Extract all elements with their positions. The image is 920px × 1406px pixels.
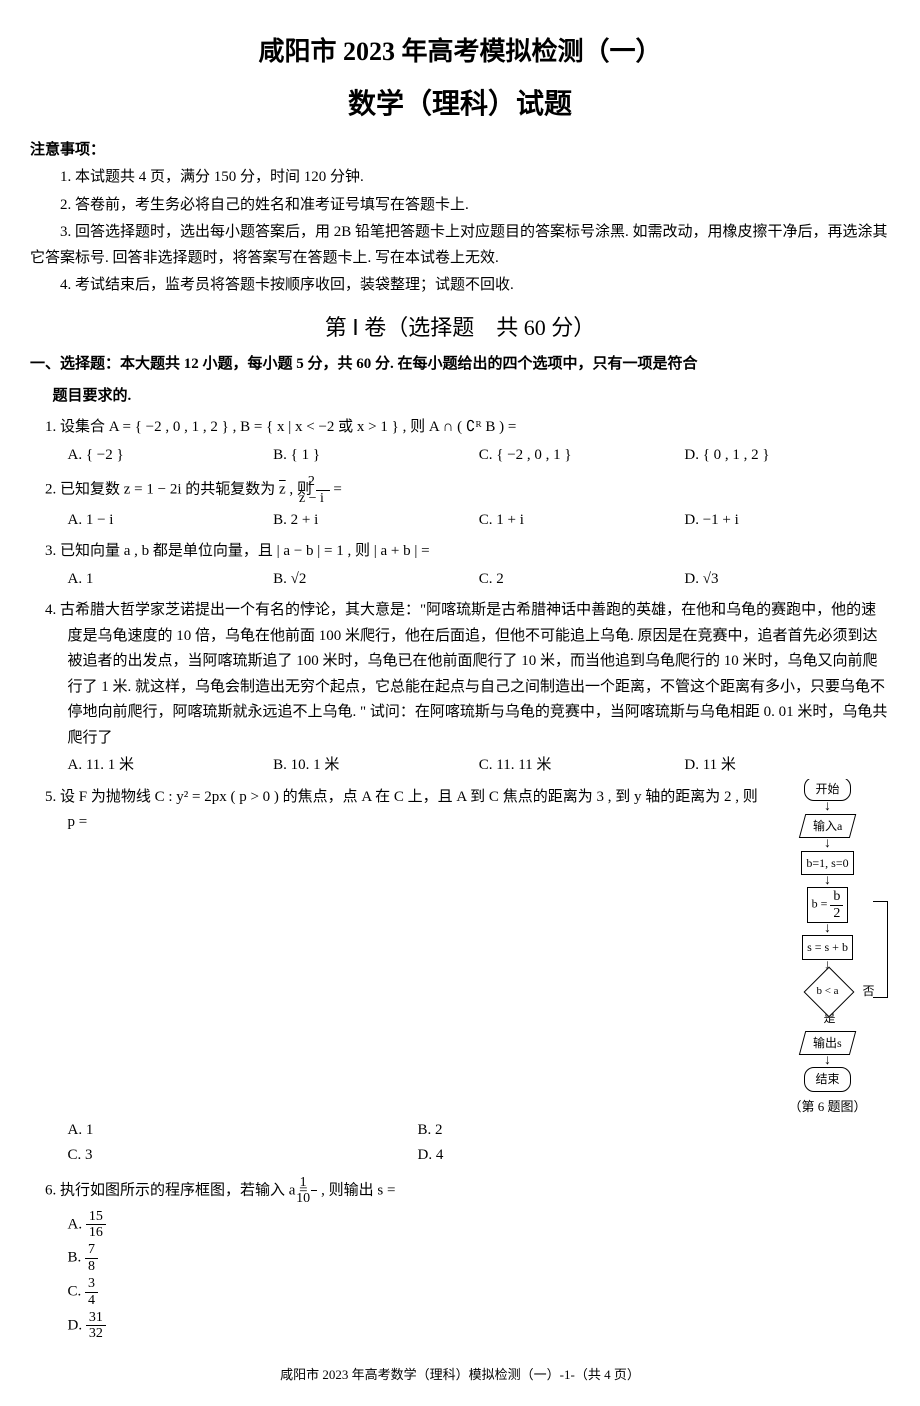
- q6-b-pre: B.: [68, 1250, 86, 1266]
- fc-step-b-frac: b2: [830, 889, 843, 921]
- q2-frac-den: z − i: [316, 491, 330, 506]
- fc-arrow-icon: ↓: [765, 1057, 890, 1065]
- q6-b-num: 7: [85, 1242, 98, 1258]
- q6-option-a: A. 1516: [68, 1209, 768, 1241]
- fc-step-s: s = s + b: [802, 935, 853, 959]
- fc-arrow-icon: ↓: [765, 925, 890, 933]
- q1-option-d: D. { 0 , 1 , 2 }: [684, 443, 890, 469]
- exam-title-line1: 咸阳市 2023 年高考模拟检测（一）: [30, 30, 890, 74]
- q6-d-num: 31: [86, 1310, 106, 1326]
- q2-option-c: C. 1 + i: [479, 508, 685, 534]
- q2-stem-pre: 2. 已知复数 z = 1 − 2i 的共轭复数为: [45, 482, 279, 498]
- section-1-instruction-sub: 题目要求的.: [53, 384, 891, 410]
- q1-option-b: B. { 1 }: [273, 443, 479, 469]
- q6-d-den: 32: [86, 1326, 106, 1341]
- fc-condition: b < a 否: [803, 976, 853, 1006]
- fc-step-b-den: 2: [830, 906, 843, 921]
- question-2-options: A. 1 − i B. 2 + i C. 1 + i D. −1 + i: [68, 508, 891, 534]
- q2-zbar: z: [279, 482, 286, 498]
- section-1-instruction: 一、选择题：本大题共 12 小题，每小题 5 分，共 60 分. 在每小题给出的…: [30, 352, 890, 378]
- q6-option-c: C. 34: [68, 1276, 768, 1308]
- q6-a-num: 15: [86, 1209, 106, 1225]
- fc-step-b-lhs: b =: [812, 897, 831, 911]
- question-6-stem: 6. 执行如图所示的程序框图，若输入 a = 110 , 则输出 s =: [68, 1175, 891, 1207]
- q2-fraction: 2z − i: [316, 474, 330, 506]
- q5-option-c: C. 3: [68, 1143, 418, 1169]
- q6-c-den: 4: [85, 1293, 98, 1308]
- q2-option-a: A. 1 − i: [68, 508, 274, 534]
- q6-a-pre: A.: [68, 1216, 86, 1232]
- q3-option-d: D. √3: [684, 567, 890, 593]
- question-1-options: A. { −2 } B. { 1 } C. { −2 , 0 , 1 } D. …: [68, 443, 891, 469]
- question-3-stem: 3. 已知向量 a , b 都是单位向量，且 | a − b | = 1 , 则…: [68, 539, 891, 565]
- q6-c-frac: 34: [85, 1276, 98, 1308]
- q5-option-a: A. 1: [68, 1118, 418, 1144]
- question-6-options: A. 1516 B. 78 C. 34 D. 3132: [68, 1209, 768, 1344]
- q4-option-b: B. 10. 1 米: [273, 753, 479, 779]
- fc-arrow-icon: ↓: [765, 877, 890, 885]
- fc-step-b-num: b: [830, 889, 843, 905]
- q2-stem-post: =: [330, 482, 342, 498]
- notice-item-4: 4. 考试结束后，监考员将答题卡按顺序收回，装袋整理；试题不回收.: [30, 273, 890, 299]
- q1-option-a: A. { −2 }: [68, 443, 274, 469]
- fc-loop-line: [873, 901, 888, 998]
- question-5-stem: 5. 设 F 为抛物线 C : y² = 2px ( p > 0 ) 的焦点，点…: [68, 785, 891, 836]
- fc-output: 输出s: [799, 1031, 856, 1055]
- q2-frac-den-post: − i: [305, 491, 324, 506]
- q2-option-b: B. 2 + i: [273, 508, 479, 534]
- section-1-title: 第 Ⅰ 卷（选择题 共 60 分）: [30, 309, 890, 346]
- q6-a-den: 16: [86, 1225, 106, 1240]
- page-footer: 咸阳市 2023 年高考数学（理科）模拟检测（一）-1-（共 4 页）: [30, 1364, 890, 1386]
- q3-option-c: C. 2: [479, 567, 685, 593]
- q3-option-b: B. √2: [273, 567, 479, 593]
- q5-option-b: B. 2: [418, 1118, 768, 1144]
- fc-init: b=1, s=0: [801, 851, 853, 875]
- fc-end: 结束: [804, 1067, 850, 1091]
- question-3-options: A. 1 B. √2 C. 2 D. √3: [68, 567, 891, 593]
- q6-c-num: 3: [85, 1276, 98, 1292]
- notice-item-1: 1. 本试题共 4 页，满分 150 分，时间 120 分钟.: [30, 165, 890, 191]
- fc-output-label: 输出s: [813, 1033, 842, 1053]
- q6-stem-pre: 6. 执行如图所示的程序框图，若输入 a =: [45, 1182, 311, 1198]
- fc-caption: （第 6 题图）: [765, 1096, 890, 1118]
- exam-title-line2: 数学（理科）试题: [30, 80, 890, 128]
- fc-cond-label: b < a: [803, 982, 853, 1001]
- notice-item-3: 3. 回答选择题时，选出每小题答案后，用 2B 铅笔把答题卡上对应题目的答案标号…: [30, 220, 890, 271]
- q6-b-frac: 78: [85, 1242, 98, 1274]
- fc-step-b: b = b2: [807, 887, 849, 923]
- notice-heading: 注意事项：: [30, 138, 890, 164]
- q2-frac-num: 2: [316, 474, 330, 490]
- question-2-stem: 2. 已知复数 z = 1 − 2i 的共轭复数为 z , 则 2z − i =: [68, 474, 891, 506]
- q6-b-den: 8: [85, 1259, 98, 1274]
- question-4-stem: 4. 古希腊大哲学家芝诺提出一个有名的悖论，其大意是："阿喀琉斯是古希腊神话中善…: [68, 598, 891, 751]
- q4-option-a: A. 11. 1 米: [68, 753, 274, 779]
- q4-option-d: D. 11 米: [684, 753, 890, 779]
- notice-item-2: 2. 答卷前，考生务必将自己的姓名和准考证号填写在答题卡上.: [30, 193, 890, 219]
- q3-option-a: A. 1: [68, 567, 274, 593]
- question-4-options: A. 11. 1 米 B. 10. 1 米 C. 11. 11 米 D. 11 …: [68, 753, 891, 779]
- q6-option-d: D. 3132: [68, 1310, 768, 1342]
- q6-option-b: B. 78: [68, 1242, 768, 1274]
- question-1-stem: 1. 设集合 A = { −2 , 0 , 1 , 2 } , B = { x …: [68, 415, 891, 441]
- q6-a-frac: 1516: [86, 1209, 106, 1241]
- q2-option-d: D. −1 + i: [684, 508, 890, 534]
- q1-option-c: C. { −2 , 0 , 1 }: [479, 443, 685, 469]
- fc-arrow-icon: ↓: [765, 840, 890, 848]
- q6-stem-post: , 则输出 s =: [317, 1182, 395, 1198]
- q6-c-pre: C.: [68, 1284, 86, 1300]
- question-5-options: A. 1 B. 2 C. 3 D. 4: [68, 1118, 768, 1169]
- q5-option-d: D. 4: [418, 1143, 768, 1169]
- q6-d-frac: 3132: [86, 1310, 106, 1342]
- q4-option-c: C. 11. 11 米: [479, 753, 685, 779]
- q6-d-pre: D.: [68, 1317, 86, 1333]
